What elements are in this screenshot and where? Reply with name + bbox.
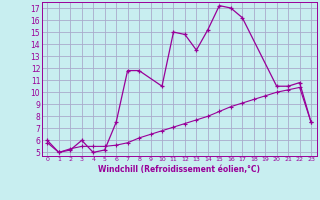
- X-axis label: Windchill (Refroidissement éolien,°C): Windchill (Refroidissement éolien,°C): [98, 165, 260, 174]
